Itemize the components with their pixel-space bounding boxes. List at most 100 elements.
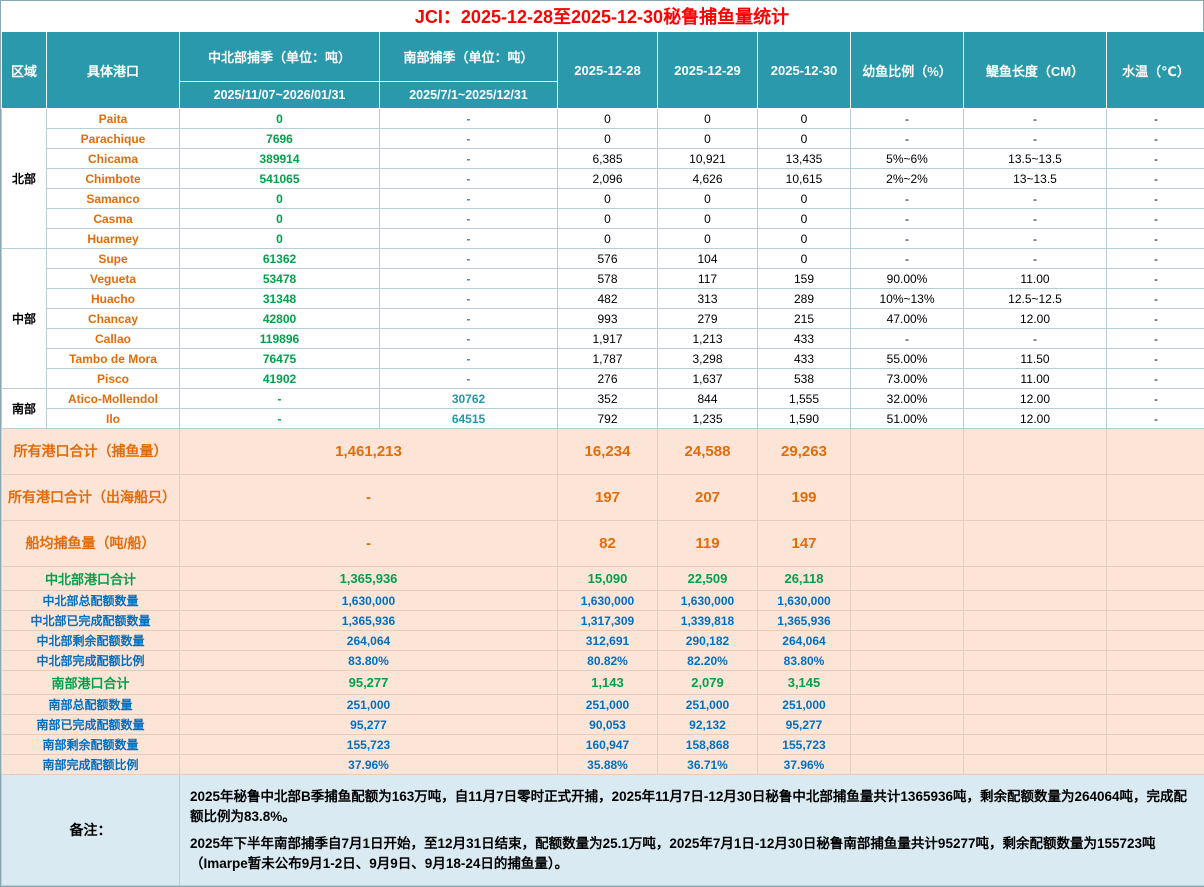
quota-label: 南部港口合计 xyxy=(2,671,180,695)
empty-cell xyxy=(1107,735,1204,755)
south-season-value: - xyxy=(380,309,558,329)
empty-cell xyxy=(1107,715,1204,735)
table-row: Chicama 389914 - 6,385 10,921 13,435 5%~… xyxy=(2,149,1204,169)
quota-label: 南部完成配额比例 xyxy=(2,755,180,775)
south-season-value: - xyxy=(380,289,558,309)
daily-value: 1,213 xyxy=(658,329,758,349)
daily-value: 578 xyxy=(558,269,658,289)
table-row: Chancay 42800 - 993 279 215 47.00% 12.00… xyxy=(2,309,1204,329)
empty-cell xyxy=(964,671,1107,695)
empty-cell xyxy=(964,429,1107,475)
fish-length: 11.00 xyxy=(964,269,1107,289)
quota-label: 南部总配额数量 xyxy=(2,695,180,715)
port-name: Ilo xyxy=(47,409,180,429)
per-boat-row: 船均捕鱼量（吨/船） - 82 119 147 xyxy=(2,521,1204,567)
south-season-value: - xyxy=(380,169,558,189)
table-row: Tambo de Mora 76475 - 1,787 3,298 433 55… xyxy=(2,349,1204,369)
quota-row: 南部总配额数量 251,000 251,000 251,000 251,000 xyxy=(2,695,1204,715)
quota-d2: 1,630,000 xyxy=(658,591,758,611)
juvenile-ratio: 73.00% xyxy=(851,369,964,389)
quota-d3: 3,145 xyxy=(758,671,851,695)
quota-row: 中北部已完成配额数量 1,365,936 1,317,309 1,339,818… xyxy=(2,611,1204,631)
total-boats-d3: 199 xyxy=(758,475,851,521)
region-south: 南部 xyxy=(2,389,47,429)
quota-d1: 1,143 xyxy=(558,671,658,695)
empty-cell xyxy=(851,631,964,651)
quota-row: 南部港口合计 95,277 1,143 2,079 3,145 xyxy=(2,671,1204,695)
col-header-date-2: 2025-12-29 xyxy=(658,32,758,109)
quota-label: 南部剩余配额数量 xyxy=(2,735,180,755)
daily-value: 0 xyxy=(758,249,851,269)
quota-d1: 251,000 xyxy=(558,695,658,715)
daily-value: 0 xyxy=(758,229,851,249)
port-name: Chimbote xyxy=(47,169,180,189)
south-season-value: 64515 xyxy=(380,409,558,429)
quota-d2: 2,079 xyxy=(658,671,758,695)
water-temp: - xyxy=(1107,249,1204,269)
daily-value: 0 xyxy=(758,189,851,209)
daily-value: 0 xyxy=(758,209,851,229)
quota-label: 中北部港口合计 xyxy=(2,567,180,591)
empty-cell xyxy=(851,475,964,521)
juvenile-ratio: - xyxy=(851,329,964,349)
daily-value: 279 xyxy=(658,309,758,329)
port-name: Casma xyxy=(47,209,180,229)
port-name: Samanco xyxy=(47,189,180,209)
total-boats-row: 所有港口合计（出海船只） - 197 207 199 xyxy=(2,475,1204,521)
south-season-value: - xyxy=(380,109,558,129)
empty-cell xyxy=(964,755,1107,775)
north-season-range: 2025/11/07~2026/01/31 xyxy=(180,82,380,109)
south-season-value: - xyxy=(380,349,558,369)
north-season-value: 541065 xyxy=(180,169,380,189)
quota-season: 251,000 xyxy=(180,695,558,715)
remark-body: 2025年秘鲁中北部B季捕鱼配额为163万吨，自11月7日零时正式开捕，2025… xyxy=(180,775,1204,886)
empty-cell xyxy=(851,715,964,735)
daily-value: 6,385 xyxy=(558,149,658,169)
south-season-value: - xyxy=(380,249,558,269)
north-season-value: 0 xyxy=(180,109,380,129)
north-season-value: - xyxy=(180,409,380,429)
per-boat-d3: 147 xyxy=(758,521,851,567)
table-row: 南部 Atico-Mollendol - 30762 352 844 1,555… xyxy=(2,389,1204,409)
quota-row: 中北部剩余配额数量 264,064 312,691 290,182 264,06… xyxy=(2,631,1204,651)
water-temp: - xyxy=(1107,389,1204,409)
daily-value: 844 xyxy=(658,389,758,409)
north-season-value: 42800 xyxy=(180,309,380,329)
quota-row: 中北部港口合计 1,365,936 15,090 22,509 26,118 xyxy=(2,567,1204,591)
daily-value: 10,615 xyxy=(758,169,851,189)
daily-value: 0 xyxy=(558,109,658,129)
daily-value: 538 xyxy=(758,369,851,389)
daily-value: 313 xyxy=(658,289,758,309)
daily-value: 1,637 xyxy=(658,369,758,389)
empty-cell xyxy=(851,695,964,715)
fish-length: 12.00 xyxy=(964,409,1107,429)
daily-value: 289 xyxy=(758,289,851,309)
quota-d1: 1,317,309 xyxy=(558,611,658,631)
quota-d2: 22,509 xyxy=(658,567,758,591)
juvenile-ratio: 90.00% xyxy=(851,269,964,289)
fish-length: 13.5~13.5 xyxy=(964,149,1107,169)
port-name: Huarmey xyxy=(47,229,180,249)
empty-cell xyxy=(851,429,964,475)
quota-d3: 26,118 xyxy=(758,567,851,591)
fish-length: - xyxy=(964,329,1107,349)
water-temp: - xyxy=(1107,149,1204,169)
daily-value: 1,590 xyxy=(758,409,851,429)
north-season-value: 389914 xyxy=(180,149,380,169)
daily-value: 0 xyxy=(558,129,658,149)
water-temp: - xyxy=(1107,269,1204,289)
empty-cell xyxy=(964,475,1107,521)
empty-cell xyxy=(851,567,964,591)
fish-length: 12.5~12.5 xyxy=(964,289,1107,309)
north-season-value: 31348 xyxy=(180,289,380,309)
per-boat-d2: 119 xyxy=(658,521,758,567)
quota-d2: 251,000 xyxy=(658,695,758,715)
port-name: Supe xyxy=(47,249,180,269)
daily-value: 215 xyxy=(758,309,851,329)
daily-value: 0 xyxy=(658,129,758,149)
quota-row: 南部完成配额比例 37.96% 35.88% 36.71% 37.96% xyxy=(2,755,1204,775)
port-name: Chicama xyxy=(47,149,180,169)
fish-length: - xyxy=(964,189,1107,209)
quota-d2: 290,182 xyxy=(658,631,758,651)
quota-d3: 155,723 xyxy=(758,735,851,755)
